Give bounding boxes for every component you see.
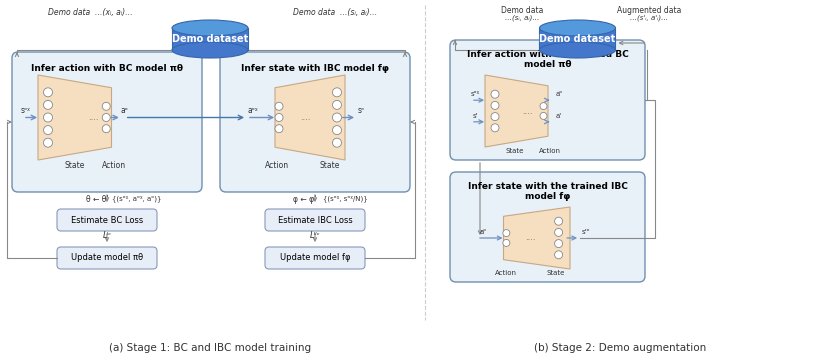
Text: sᵒ: sᵒ [357,106,364,115]
Text: ....: .... [522,106,532,116]
FancyBboxPatch shape [265,247,365,269]
Text: ....: .... [87,113,98,122]
Text: State: State [547,270,565,276]
Ellipse shape [539,20,615,36]
Text: Demo dataset: Demo dataset [539,34,616,44]
Text: s': s' [472,113,478,119]
Text: Update model πθ: Update model πθ [71,253,143,262]
Text: Action: Action [495,270,517,276]
Text: sᵒᵡ: sᵒᵡ [21,106,31,115]
Text: φ ← φ': φ ← φ' [293,194,317,203]
Text: Lᴵᶜ: Lᴵᶜ [102,232,112,241]
Circle shape [333,88,342,97]
Text: Action: Action [538,148,560,154]
Text: State: State [319,160,340,169]
Circle shape [540,112,547,120]
Circle shape [333,100,342,110]
Ellipse shape [539,42,615,58]
Text: ....: .... [525,233,535,242]
Circle shape [275,125,283,133]
Circle shape [333,138,342,147]
Text: {(sᵒᵡ, aᵒᵡ, aᵒ)}: {(sᵒᵡ, aᵒᵡ, aᵒ)} [112,195,162,202]
Text: Lᴵᴵᶜ: Lᴵᴵᶜ [310,232,320,241]
Text: Action: Action [101,160,126,169]
Circle shape [555,251,563,259]
Text: Infer action with BC model πθ: Infer action with BC model πθ [31,63,183,73]
Text: State: State [506,148,524,154]
Text: aᵒ: aᵒ [120,106,128,115]
Text: s'ᵒ: s'ᵒ [582,229,590,235]
Ellipse shape [172,42,248,58]
FancyBboxPatch shape [57,209,157,231]
FancyBboxPatch shape [265,209,365,231]
Text: State: State [65,160,85,169]
Circle shape [555,240,563,248]
Circle shape [275,113,283,121]
Circle shape [502,229,510,237]
Ellipse shape [172,20,248,36]
Text: Estimate BC Loss: Estimate BC Loss [71,216,143,224]
Text: (b) Stage 2: Demo augmentation: (b) Stage 2: Demo augmentation [534,343,706,353]
Text: (a) Stage 1: BC and IBC model training: (a) Stage 1: BC and IBC model training [109,343,311,353]
Text: aᵒᵡ: aᵒᵡ [248,106,258,115]
Circle shape [43,126,52,135]
Text: aᵒ: aᵒ [556,91,562,97]
Text: Infer state with IBC model fφ: Infer state with IBC model fφ [241,63,389,73]
FancyBboxPatch shape [12,52,202,192]
Circle shape [555,228,563,236]
Text: ....: .... [300,113,310,122]
Circle shape [43,100,52,110]
Circle shape [102,102,110,110]
Circle shape [43,113,52,122]
Text: Demo data  …(xᵢ, aᵢ)…: Demo data …(xᵢ, aᵢ)… [47,8,132,16]
Polygon shape [275,75,345,160]
Circle shape [540,103,547,110]
Text: {(sᵒᵡ, sᵒᵡ/N)}: {(sᵒᵡ, sᵒᵡ/N)} [323,195,368,202]
FancyBboxPatch shape [450,40,645,160]
Text: model fφ: model fφ [525,192,570,200]
Polygon shape [38,75,111,160]
Text: Demo data  …(sᵢ, aᵢ)…: Demo data …(sᵢ, aᵢ)… [292,8,377,16]
Text: Update model fφ: Update model fφ [279,253,350,262]
Polygon shape [503,207,570,269]
Text: Action: Action [265,160,289,169]
Text: Demo data: Demo data [502,5,543,15]
FancyBboxPatch shape [220,52,410,192]
Circle shape [43,138,52,147]
Circle shape [333,113,342,122]
Circle shape [275,102,283,110]
Text: Augmented data: Augmented data [618,5,681,15]
Text: a': a' [556,113,562,119]
Circle shape [102,125,110,133]
Circle shape [491,113,499,121]
Text: Estimate IBC Loss: Estimate IBC Loss [278,216,352,224]
Circle shape [491,90,499,98]
FancyBboxPatch shape [172,28,248,50]
Text: …(s'ᵢ, a'ᵢ)…: …(s'ᵢ, a'ᵢ)… [631,15,668,21]
Polygon shape [485,75,548,147]
Circle shape [491,101,499,110]
Circle shape [333,126,342,135]
Circle shape [491,124,499,132]
Text: …(sᵢ, aᵢ)…: …(sᵢ, aᵢ)… [505,15,540,21]
FancyBboxPatch shape [57,247,157,269]
Circle shape [102,113,110,121]
Text: θ ← θ': θ ← θ' [86,194,108,203]
Text: model πθ: model πθ [524,59,571,68]
Text: sᵒᵡ: sᵒᵡ [471,91,480,97]
Text: Demo dataset: Demo dataset [172,34,248,44]
Circle shape [502,240,510,246]
Circle shape [43,88,52,97]
Text: Infer state with the trained IBC: Infer state with the trained IBC [467,182,627,190]
Circle shape [555,217,563,225]
FancyBboxPatch shape [450,172,645,282]
Text: Infer action with the trained BC: Infer action with the trained BC [467,49,628,58]
Text: aᵒ: aᵒ [480,229,487,235]
FancyBboxPatch shape [539,28,615,50]
